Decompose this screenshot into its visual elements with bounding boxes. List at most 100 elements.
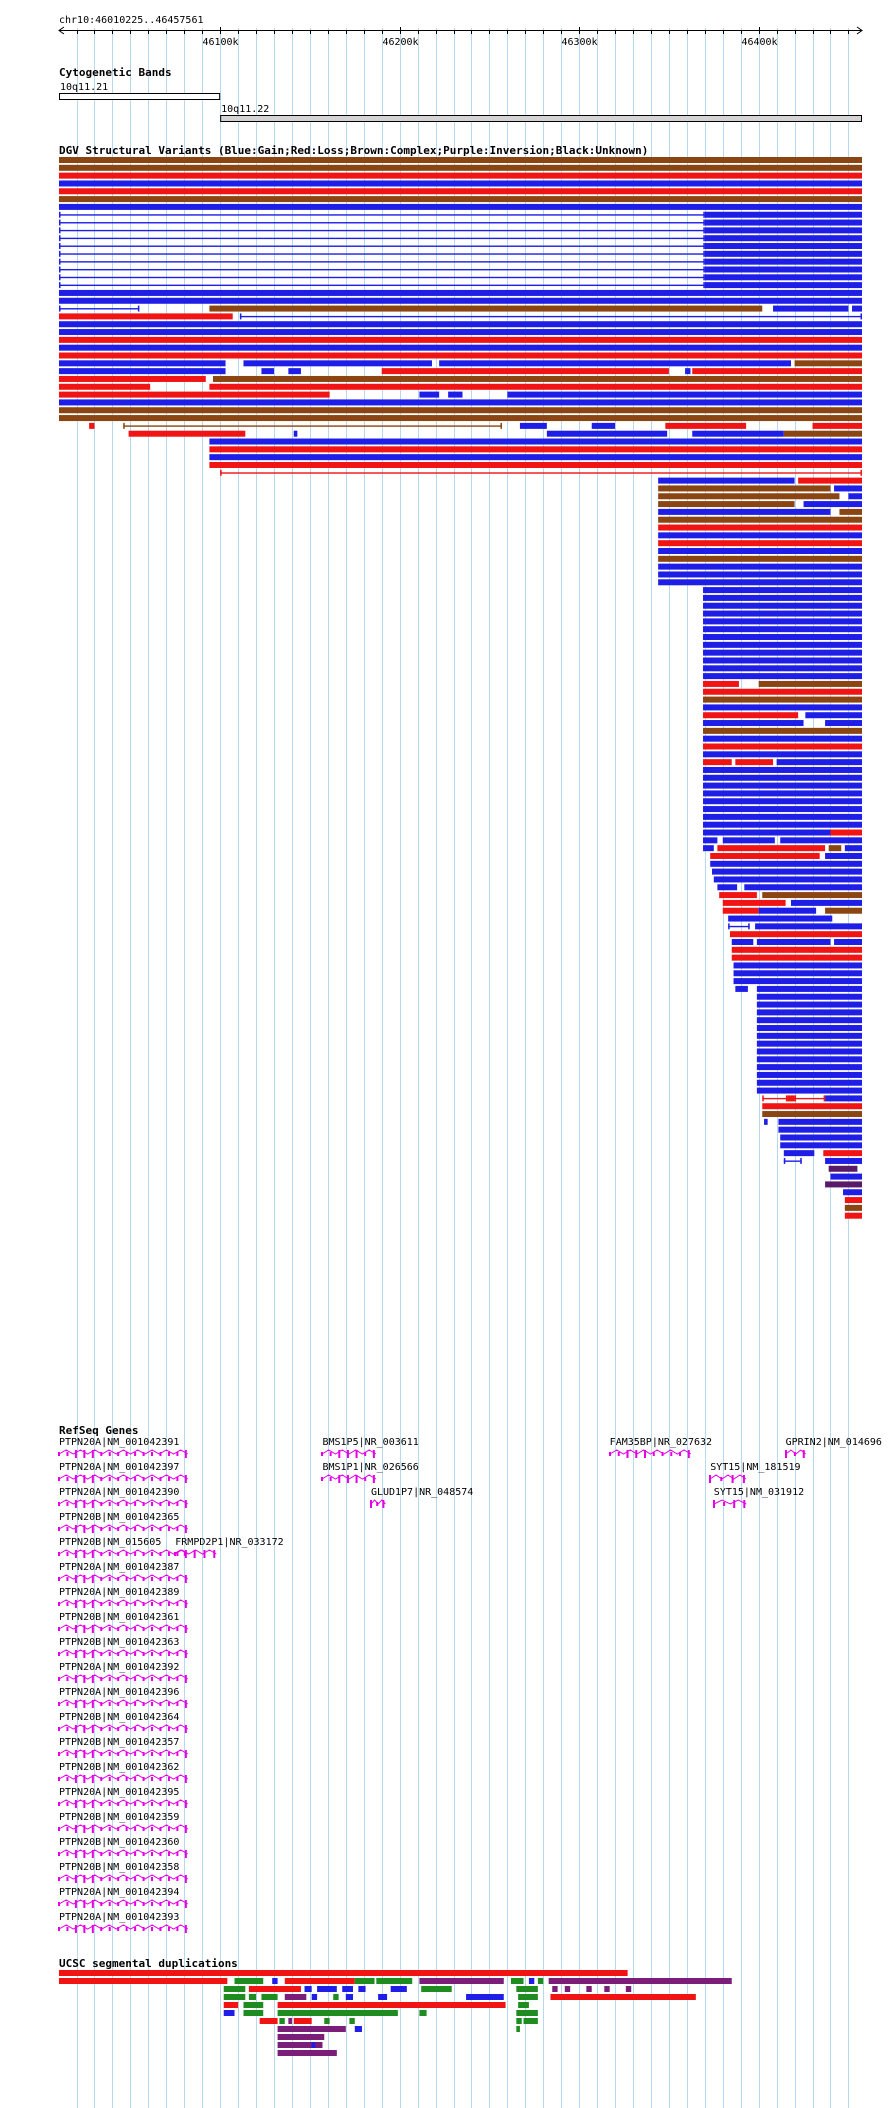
gene-model[interactable] bbox=[57, 1698, 192, 1710]
dgv-variant bbox=[780, 1142, 862, 1149]
gene-model[interactable] bbox=[57, 1498, 192, 1510]
gene-model[interactable] bbox=[57, 1473, 192, 1485]
gene-label[interactable]: PTPN20A|NM_001042391 bbox=[59, 1437, 180, 1448]
gene-model[interactable] bbox=[608, 1448, 695, 1460]
gene-model[interactable] bbox=[320, 1448, 380, 1460]
gene-label[interactable]: PTPN20B|NM_001042362 bbox=[59, 1762, 180, 1773]
gene-model[interactable] bbox=[784, 1448, 810, 1460]
gene-model[interactable] bbox=[712, 1498, 750, 1510]
dgv-variant bbox=[59, 284, 705, 287]
gene-label[interactable]: PTPN20A|NM_001042390 bbox=[59, 1487, 180, 1498]
gene-label[interactable]: PTPN20B|NM_001042359 bbox=[59, 1812, 180, 1823]
gene-model[interactable] bbox=[57, 1848, 192, 1860]
gene-model[interactable] bbox=[57, 1448, 192, 1460]
gene-label[interactable]: PTPN20B|NM_001042360 bbox=[59, 1837, 180, 1848]
gene-exon bbox=[83, 1800, 86, 1808]
gene-exon bbox=[159, 1502, 162, 1506]
gene-label[interactable]: PTPN20B|NM_001042361 bbox=[59, 1612, 180, 1623]
gene-label[interactable]: PTPN20B|NM_001042358 bbox=[59, 1862, 180, 1873]
gene-exon bbox=[108, 1927, 111, 1931]
gene-exon bbox=[134, 1602, 137, 1606]
gene-label[interactable]: PTPN20A|NM_001042394 bbox=[59, 1887, 180, 1898]
gene-model[interactable] bbox=[57, 1548, 192, 1560]
gene-label[interactable]: BMS1P1|NR_026566 bbox=[322, 1462, 419, 1473]
segdup-feature bbox=[419, 2010, 427, 2016]
gene-exon bbox=[176, 1527, 179, 1531]
gene-model[interactable] bbox=[57, 1873, 192, 1885]
position-ruler[interactable]: 46100k 46200k 46300k 46400k bbox=[0, 26, 890, 56]
gene-label[interactable]: PTPN20A|NM_001042397 bbox=[59, 1462, 180, 1473]
gene-exon bbox=[134, 1902, 137, 1906]
segdup-track[interactable] bbox=[0, 1970, 890, 2090]
gene-model[interactable] bbox=[173, 1548, 220, 1560]
gene-exon bbox=[167, 1477, 170, 1481]
gene-model[interactable] bbox=[57, 1723, 192, 1735]
dgv-variant-end bbox=[703, 235, 705, 242]
locus-label: chr10:46010225..46457561 bbox=[59, 15, 204, 26]
gene-label[interactable]: SYT15|NM_181519 bbox=[710, 1462, 801, 1473]
gene-exon bbox=[83, 1475, 86, 1483]
gene-model[interactable] bbox=[57, 1773, 192, 1785]
gene-intron bbox=[58, 1774, 189, 1780]
gene-label[interactable]: BMS1P5|NR_003611 bbox=[322, 1437, 419, 1448]
gene-model[interactable] bbox=[57, 1748, 192, 1760]
gene-model[interactable] bbox=[708, 1473, 750, 1485]
gene-exon bbox=[151, 1602, 154, 1606]
gene-model[interactable] bbox=[57, 1798, 192, 1810]
cytoband-track[interactable]: 10q11.21 10q11.22 bbox=[0, 78, 890, 128]
gene-label[interactable]: PTPN20B|NM_001042357 bbox=[59, 1737, 180, 1748]
gene-exon bbox=[108, 1877, 111, 1881]
dgv-variant bbox=[704, 274, 862, 281]
gene-label[interactable]: PTPN20B|NM_001042364 bbox=[59, 1712, 180, 1723]
gene-exon bbox=[712, 1500, 715, 1508]
dgv-variant-end bbox=[500, 422, 502, 429]
gene-label[interactable]: PTPN20B|NM_001042363 bbox=[59, 1637, 180, 1648]
refseq-track[interactable]: PTPN20A|NM_001042391 BMS1P5|NR_003611 FAM3… bbox=[0, 1437, 890, 1937]
dgv-variant bbox=[703, 837, 718, 844]
dgv-variant bbox=[844, 1212, 862, 1219]
gene-model[interactable] bbox=[57, 1923, 192, 1935]
gene-label[interactable]: PTPN20A|NM_001042389 bbox=[59, 1587, 180, 1598]
gene-label[interactable]: FRMPD2P1|NR_033172 bbox=[175, 1537, 284, 1548]
gene-label[interactable]: FAM35BP|NR_027632 bbox=[609, 1437, 713, 1448]
gene-exon bbox=[108, 1702, 111, 1706]
gene-label[interactable]: PTPN20B|NM_001042365 bbox=[59, 1512, 180, 1523]
gene-model[interactable] bbox=[57, 1673, 192, 1685]
dgv-variant bbox=[212, 375, 863, 382]
gene-exon bbox=[83, 1550, 86, 1558]
gene-exon bbox=[66, 1577, 69, 1581]
gene-label[interactable]: PTPN20A|NM_001042396 bbox=[59, 1687, 180, 1698]
dgv-variant bbox=[703, 587, 862, 594]
gene-model[interactable] bbox=[369, 1498, 389, 1510]
gene-label[interactable]: GLUD1P7|NR_048574 bbox=[370, 1487, 474, 1498]
gene-exon bbox=[176, 1577, 179, 1581]
gene-model[interactable] bbox=[57, 1523, 192, 1535]
gene-label[interactable]: GPRIN2|NM_014696 bbox=[785, 1437, 882, 1448]
gene-exon bbox=[142, 1827, 145, 1831]
gene-exon bbox=[125, 1902, 128, 1906]
gene-model[interactable] bbox=[57, 1573, 192, 1585]
dgv-variant-end bbox=[59, 258, 61, 265]
gene-model[interactable] bbox=[320, 1473, 380, 1485]
dgv-track[interactable] bbox=[0, 157, 890, 1407]
gene-model[interactable] bbox=[57, 1898, 192, 1910]
gene-model[interactable] bbox=[57, 1598, 192, 1610]
gene-exon bbox=[159, 1727, 162, 1731]
gene-label[interactable]: PTPN20A|NM_001042393 bbox=[59, 1912, 180, 1923]
gene-model[interactable] bbox=[57, 1823, 192, 1835]
gene-exon bbox=[83, 1575, 86, 1583]
gene-label[interactable]: PTPN20A|NM_001042387 bbox=[59, 1562, 180, 1573]
segdup-feature bbox=[523, 2018, 538, 2024]
dgv-variant bbox=[794, 1097, 826, 1100]
gene-label[interactable]: PTPN20A|NM_001042395 bbox=[59, 1787, 180, 1798]
gene-model[interactable] bbox=[57, 1648, 192, 1660]
gene-exon bbox=[643, 1450, 646, 1458]
gene-model[interactable] bbox=[57, 1623, 192, 1635]
dgv-variant bbox=[448, 391, 463, 398]
gene-label[interactable]: SYT15|NM_031912 bbox=[713, 1487, 805, 1498]
gene-label[interactable]: PTPN20A|NM_001042392 bbox=[59, 1662, 180, 1673]
gene-label[interactable]: PTPN20B|NM_015605 bbox=[59, 1537, 162, 1548]
dgv-variant bbox=[825, 852, 862, 859]
segdup-feature bbox=[243, 2002, 264, 2008]
segdup-feature bbox=[277, 2042, 323, 2048]
